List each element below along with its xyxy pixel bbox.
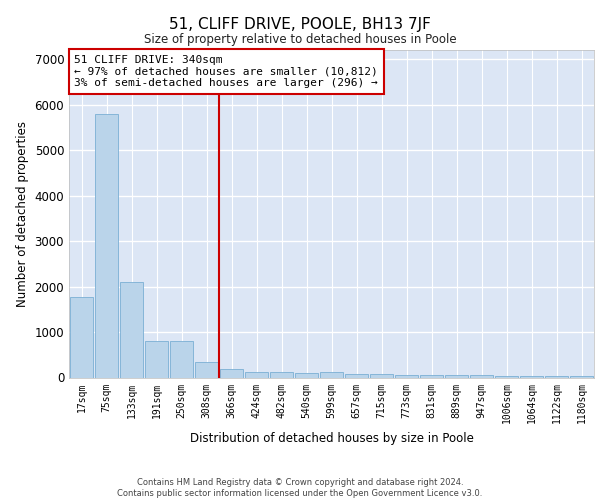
- Text: Size of property relative to detached houses in Poole: Size of property relative to detached ho…: [143, 32, 457, 46]
- Bar: [70, 296, 93, 378]
- Y-axis label: Number of detached properties: Number of detached properties: [16, 120, 29, 306]
- Bar: [445, 375, 468, 378]
- Bar: [345, 374, 368, 378]
- Bar: [520, 376, 543, 378]
- Bar: [295, 373, 318, 378]
- Bar: [395, 375, 418, 378]
- X-axis label: Distribution of detached houses by size in Poole: Distribution of detached houses by size …: [190, 432, 473, 445]
- Bar: [270, 372, 293, 378]
- Bar: [470, 376, 493, 378]
- Bar: [170, 341, 193, 378]
- Text: 51, CLIFF DRIVE, POOLE, BH13 7JF: 51, CLIFF DRIVE, POOLE, BH13 7JF: [169, 18, 431, 32]
- Bar: [220, 370, 243, 378]
- Bar: [420, 375, 443, 378]
- Bar: [245, 372, 268, 378]
- Bar: [370, 374, 393, 378]
- Bar: [145, 341, 168, 378]
- Bar: [195, 362, 218, 378]
- Bar: [570, 376, 593, 378]
- Bar: [120, 282, 143, 378]
- Text: 51 CLIFF DRIVE: 340sqm
← 97% of detached houses are smaller (10,812)
3% of semi-: 51 CLIFF DRIVE: 340sqm ← 97% of detached…: [74, 55, 378, 88]
- Text: Contains HM Land Registry data © Crown copyright and database right 2024.
Contai: Contains HM Land Registry data © Crown c…: [118, 478, 482, 498]
- Bar: [495, 376, 518, 378]
- Bar: [545, 376, 568, 378]
- Bar: [320, 372, 343, 378]
- Bar: [95, 114, 118, 378]
